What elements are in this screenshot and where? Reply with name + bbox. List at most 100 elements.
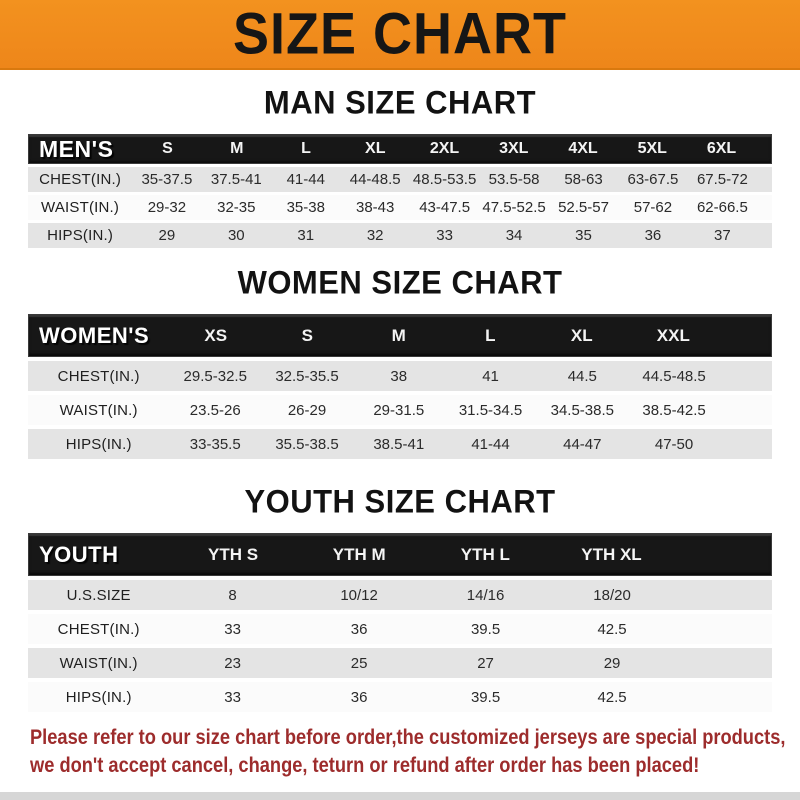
size-cell: 38 [390, 367, 408, 385]
size-cell: 38-43 [356, 199, 395, 216]
size-cell: 58-63 [564, 171, 603, 188]
women-chart-heading: WOMEN SIZE CHART [237, 264, 563, 301]
column-header: S [162, 140, 173, 157]
size-cell: 52.5-57 [558, 199, 609, 216]
table-corner-label: YOUTH [39, 541, 119, 567]
size-cell: 29-32 [147, 199, 187, 216]
disclaimer-note: Please refer to our size chart before or… [30, 724, 800, 780]
table-row: U.S.SIZE 8 10/12 14/16 18/20 [28, 580, 772, 610]
note-line-2: we don't accept cancel, change, teturn o… [30, 754, 700, 777]
size-cell: 30 [227, 227, 245, 244]
table-header-band: MEN'S S M L XL 2XL 3XL 4XL 5XL 6XL [28, 134, 772, 164]
man-chart-heading: MAN SIZE CHART [263, 84, 537, 121]
column-header: 5XL [637, 140, 667, 157]
size-cell: 44.5-48.5 [642, 367, 706, 385]
size-cell: 27 [477, 654, 494, 672]
table-row: HIPS(IN.) 29 30 31 32 33 34 35 36 37 [28, 223, 772, 248]
table-row: HIPS(IN.) 33 36 39.5 42.5 [28, 682, 772, 712]
size-cell: 36 [350, 620, 368, 638]
section-youth-chart: YOUTH SIZE CHART YOUTH YTH S YTH M YTH L YTH… [0, 483, 800, 712]
table-row: CHEST(IN.) 29.5-32.5 32.5-35.5 38 41 44.5 44.5… [28, 361, 772, 391]
size-cell: 34.5-38.5 [550, 401, 614, 419]
size-cell: 53.5-58 [488, 171, 540, 188]
row-label: WAIST(IN.) [41, 199, 120, 216]
size-cell: 8 [228, 586, 237, 604]
size-cell: 67.5-72 [696, 171, 748, 188]
size-cell: 32 [366, 227, 384, 244]
section-women-chart: WOMEN SIZE CHART WOMEN'S XS S M L XL XXL CHEST(… [0, 264, 800, 459]
size-cell: 62-66.5 [696, 199, 748, 216]
size-cell: 35-38 [286, 199, 325, 216]
size-cell: 57-62 [633, 199, 673, 216]
table-header-band: YOUTH YTH S YTH M YTH L YTH XL [28, 533, 772, 576]
column-header: M [230, 140, 244, 157]
table-corner-label: WOMEN'S [39, 322, 150, 348]
table-row: WAIST(IN.) 29-32 32-35 35-38 38-43 43-47.5 47.… [28, 195, 772, 220]
size-cell: 42.5 [597, 688, 627, 706]
size-cell: 48.5-53.5 [412, 171, 477, 188]
row-label: CHEST(IN.) [57, 620, 140, 638]
table-row: WAIST(IN.) 23 25 27 29 [28, 648, 772, 678]
column-header: 2XL [429, 140, 460, 157]
size-cell: 47-50 [654, 435, 694, 453]
size-cell: 47.5-52.5 [482, 199, 546, 216]
size-cell: 23 [224, 654, 241, 672]
size-cell: 37.5-41 [210, 171, 262, 188]
column-header: YTH L [460, 544, 510, 564]
section-man-chart: MAN SIZE CHART MEN'S S M L XL 2XL 3XL 4XL 5XL 6XL… [0, 84, 800, 248]
table-corner-label: MEN'S [39, 135, 114, 162]
size-cell: 38.5-42.5 [642, 401, 706, 419]
table-header-band: WOMEN'S XS S M L XL XXL [28, 314, 772, 357]
size-cell: 35.5-38.5 [275, 435, 339, 453]
row-label: HIPS(IN.) [47, 227, 114, 244]
size-cell: 33-35.5 [189, 435, 241, 453]
size-cell: 31.5-34.5 [458, 401, 523, 419]
size-cell: 44-47 [563, 435, 602, 453]
table-row: CHEST(IN.) 35-37.5 37.5-41 41-44 44-48.5 48.5… [28, 167, 772, 192]
column-header: S [301, 325, 313, 345]
banner: SIZE CHART [0, 0, 800, 70]
note-line-1: Please refer to our size chart before or… [30, 726, 786, 749]
size-cell: 39.5 [470, 620, 501, 638]
size-cell: 33 [224, 620, 241, 638]
size-cell: 39.5 [470, 688, 501, 706]
size-cell: 41-44 [286, 171, 325, 188]
size-cell: 38.5-41 [373, 435, 425, 453]
column-header: YTH S [208, 544, 259, 564]
size-cell: 43-47.5 [419, 199, 471, 216]
column-header: 4XL [568, 140, 598, 157]
size-cell: 33 [436, 227, 453, 244]
size-cell: 18/20 [593, 586, 631, 604]
column-header: 6XL [706, 140, 737, 157]
column-header: M [391, 325, 406, 345]
page-title: SIZE CHART [233, 1, 567, 67]
youth-chart-heading: YOUTH SIZE CHART [244, 483, 556, 520]
size-cell: 41-44 [471, 435, 510, 453]
size-cell: 14/16 [466, 586, 505, 604]
size-cell: 32.5-35.5 [275, 367, 339, 385]
man-size-table: MEN'S S M L XL 2XL 3XL 4XL 5XL 6XL CHEST(IN.) 35-37… [28, 134, 772, 248]
size-cell: 29.5-32.5 [183, 367, 247, 385]
row-label: HIPS(IN.) [65, 435, 132, 453]
size-cell: 23.5-26 [189, 401, 241, 419]
row-label: U.S.SIZE [66, 586, 131, 604]
size-cell: 42.5 [597, 620, 627, 638]
column-header: XS [204, 325, 228, 345]
bottom-strip [0, 792, 800, 800]
size-cell: 10/12 [340, 586, 378, 604]
column-header: XL [365, 140, 386, 157]
size-cell: 25 [350, 654, 368, 672]
column-header: 3XL [499, 140, 529, 157]
column-header: L [301, 140, 311, 157]
column-header: L [485, 325, 496, 345]
row-label: CHEST(IN.) [39, 171, 122, 188]
size-cell: 41 [482, 367, 499, 385]
row-label: WAIST(IN.) [59, 654, 138, 672]
size-cell: 34 [505, 227, 523, 244]
size-cell: 32-35 [217, 199, 256, 216]
charts-area: MAN SIZE CHART MEN'S S M L XL 2XL 3XL 4XL 5XL 6XL… [0, 84, 800, 712]
size-cell: 44-48.5 [349, 171, 401, 188]
column-header: YTH M [332, 544, 386, 564]
row-label: WAIST(IN.) [59, 401, 138, 419]
